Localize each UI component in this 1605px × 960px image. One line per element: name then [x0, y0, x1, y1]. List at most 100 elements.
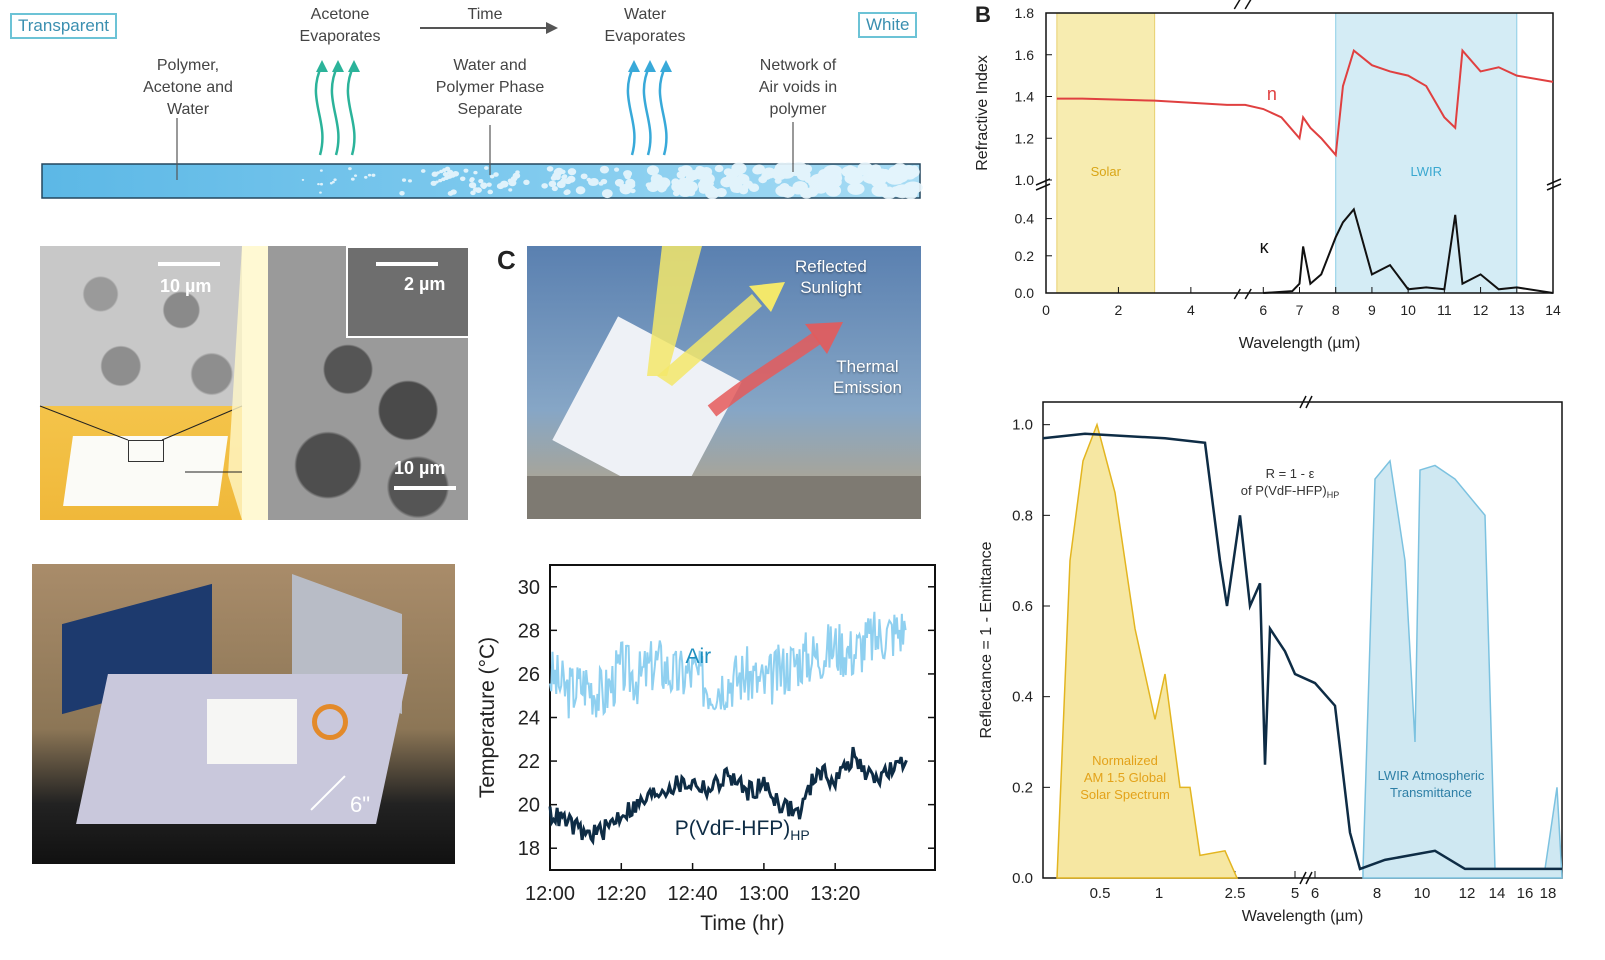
water-evaporation-arrows	[626, 64, 668, 156]
air-void	[489, 174, 495, 179]
air-void	[353, 174, 358, 177]
air-series-label: Air	[685, 645, 711, 668]
x-tick-label: 18	[1540, 885, 1557, 902]
series-air-line	[549, 611, 907, 719]
air-void	[804, 176, 813, 183]
air-void	[319, 191, 322, 194]
sem-inset	[346, 246, 468, 338]
air-void	[705, 187, 720, 200]
air-void	[720, 176, 733, 188]
air-void	[435, 180, 439, 184]
air-void	[473, 170, 478, 175]
x-tick-label: 8	[1332, 302, 1340, 318]
annotation-subscript: HP	[1327, 490, 1340, 500]
air-void	[319, 182, 324, 186]
sem-image-cross-section: 2 µm 10 µm	[268, 246, 468, 520]
air-void	[486, 182, 492, 187]
air-void	[580, 173, 588, 180]
n-series-line	[1056, 48, 1554, 158]
y-tick-label: 30	[518, 577, 540, 599]
air-void	[317, 183, 320, 186]
air-void	[738, 186, 749, 195]
thermal-emission-label: Thermal Emission	[833, 357, 902, 397]
sem-scale-label-2: 2 µm	[404, 274, 446, 294]
band-lwir	[1335, 12, 1518, 294]
air-void	[523, 179, 530, 185]
air-void	[619, 183, 625, 189]
step-time: Time	[467, 6, 503, 23]
x-tick-label: 0.5	[1090, 885, 1111, 902]
air-void	[903, 187, 918, 200]
rooftop-photo: Reflected Sunlight Thermal Emission	[527, 246, 921, 519]
air-void	[601, 189, 613, 199]
y-tick-label: 1.0	[1012, 417, 1033, 434]
air-void	[686, 189, 696, 197]
zoom-connector-lines	[39, 246, 268, 520]
kappa-series-line	[1263, 207, 1554, 294]
band-label-solar: Solar	[1091, 164, 1122, 179]
field-test-photo: 6"	[32, 564, 455, 864]
step-acetone-evaporates: Acetone Evaporates	[299, 6, 381, 45]
air-void	[399, 190, 405, 196]
air-void	[658, 185, 667, 193]
air-void	[319, 169, 323, 172]
n-tick-label: 1.2	[1015, 130, 1035, 146]
white-label: White	[858, 12, 918, 38]
x-tick-label: 12:40	[668, 883, 718, 905]
k-tick-label: 0.2	[1015, 248, 1035, 264]
k-tick-label: 0.4	[1015, 211, 1035, 227]
y-tick-label: 0.6	[1012, 598, 1033, 615]
air-void	[469, 177, 475, 182]
x-tick-label: 13:20	[810, 883, 860, 905]
y-axis-label: Reflectance = 1 - Emittance	[978, 541, 995, 738]
air-void	[778, 166, 796, 179]
x-tick-label: 2.5	[1225, 885, 1246, 902]
annotation-lwir-line: LWIR Atmospheric	[1378, 768, 1485, 783]
x-tick-label: 13	[1509, 302, 1525, 318]
air-void	[650, 173, 663, 185]
x-tick-label: 11	[1437, 302, 1452, 318]
band-label-lwir: LWIR	[1410, 164, 1442, 179]
x-tick-label: 12:00	[525, 883, 575, 905]
x-tick-label: 9	[1368, 302, 1376, 318]
panel-b-letter: B	[975, 2, 991, 27]
y-tick-label: 20	[518, 795, 540, 817]
air-void	[879, 182, 888, 191]
axis-break-marks	[1299, 395, 1313, 885]
air-void	[833, 167, 843, 175]
sem-scale-label-3: 10 µm	[394, 458, 446, 478]
kappa-label: κ	[1260, 237, 1270, 257]
air-void	[564, 189, 571, 195]
annotation-r-line1: R = 1 - ε	[1266, 466, 1315, 481]
air-void	[614, 167, 620, 172]
air-void	[714, 164, 724, 173]
n-tick-label: 1.6	[1015, 47, 1035, 63]
x-tick-label: 10	[1414, 885, 1431, 902]
air-void	[546, 166, 554, 172]
x-tick-label: 8	[1373, 885, 1381, 902]
k-tick-label: 0.0	[1015, 285, 1035, 301]
x-tick-label: 13:00	[739, 883, 789, 905]
axis-break-marks	[1035, 0, 1562, 300]
x-axis-label: Wavelength (µm)	[1239, 335, 1361, 352]
air-void	[452, 170, 460, 177]
air-void	[599, 165, 610, 174]
air-void	[847, 182, 865, 195]
annotation-r-line2: of P(VdF-HFP)HP	[1241, 483, 1339, 500]
air-void	[893, 167, 907, 179]
x-tick-label: 12:20	[596, 883, 646, 905]
air-void	[333, 178, 337, 182]
air-void	[588, 178, 597, 186]
air-void	[408, 179, 412, 183]
air-void	[508, 188, 513, 192]
x-tick-label: 4	[1187, 302, 1195, 318]
step-network-air-voids: Network of Air voids in polymer	[758, 57, 838, 118]
air-void	[733, 186, 742, 194]
x-tick-label: 12	[1459, 885, 1476, 902]
air-void	[575, 186, 586, 195]
air-void	[348, 167, 352, 171]
air-void	[687, 170, 700, 181]
air-void	[420, 169, 426, 173]
ruler-label: 6"	[350, 792, 371, 817]
air-void	[463, 168, 469, 173]
